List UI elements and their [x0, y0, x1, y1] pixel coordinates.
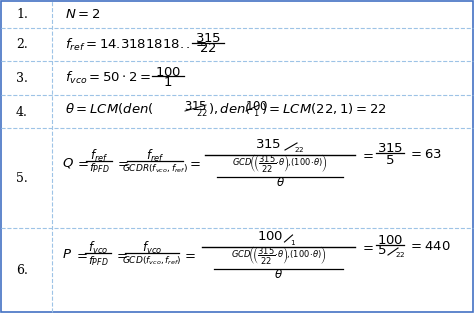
Text: $_{22}$: $_{22}$ [395, 250, 406, 260]
Text: $=$: $=$ [115, 156, 129, 170]
Text: $22$: $22$ [199, 42, 217, 54]
Text: 3.: 3. [16, 71, 28, 85]
Text: $_{22}$: $_{22}$ [196, 106, 208, 120]
Text: $)= LCM(22,1) = 22$: $)= LCM(22,1) = 22$ [261, 101, 387, 116]
Text: $5$: $5$ [385, 153, 395, 167]
Text: $100$: $100$ [257, 230, 283, 244]
Text: $f_{vco} = 50 \cdot 2 = $: $f_{vco} = 50 \cdot 2 = $ [65, 70, 151, 86]
Text: $f_{vco}$: $f_{vco}$ [142, 240, 162, 256]
Text: $= 440$: $= 440$ [408, 240, 451, 254]
Text: 6.: 6. [16, 264, 28, 276]
Text: 5.: 5. [16, 172, 28, 184]
Text: $315$: $315$ [195, 33, 221, 45]
Text: $315$: $315$ [377, 141, 403, 155]
Text: $f_{ref} = 14.3181818.. = $: $f_{ref} = 14.3181818.. = $ [65, 37, 207, 53]
Text: $_{22}$: $_{22}$ [294, 145, 305, 155]
Text: $1$: $1$ [164, 75, 173, 89]
Text: $f_{PFD}$: $f_{PFD}$ [89, 161, 109, 175]
Text: $_{1}$: $_{1}$ [253, 106, 260, 120]
Text: $f_{PFD}$: $f_{PFD}$ [88, 254, 109, 268]
Text: $f_{ref}$: $f_{ref}$ [146, 148, 164, 164]
Text: $5$: $5$ [377, 244, 387, 258]
Text: $P$: $P$ [62, 249, 72, 261]
Text: $=$: $=$ [114, 249, 128, 261]
Text: $\theta$: $\theta$ [275, 177, 284, 189]
Text: $100$: $100$ [155, 65, 181, 79]
Text: $),den($: $),den($ [208, 101, 251, 116]
Text: 4.: 4. [16, 105, 28, 119]
Text: $f_{vco}$: $f_{vco}$ [88, 240, 108, 256]
Text: $N = 2$: $N = 2$ [65, 8, 100, 20]
Text: 2.: 2. [16, 38, 28, 52]
Text: $GCDR(f_{vco},f_{ref})$: $GCDR(f_{vco},f_{ref})$ [122, 163, 188, 175]
Text: $=$: $=$ [75, 156, 89, 170]
Text: $\theta$: $\theta$ [274, 269, 283, 281]
Text: $_{1}$: $_{1}$ [291, 238, 297, 248]
Text: $100$: $100$ [245, 100, 269, 112]
Text: $=$: $=$ [182, 249, 196, 261]
Text: $=$: $=$ [187, 156, 201, 170]
Text: $GCD\!\left(\!\left(\dfrac{315}{22}\!\cdot\!\theta\right)\!,\!\left(100\!\cdot\!: $GCD\!\left(\!\left(\dfrac{315}{22}\!\cd… [232, 153, 328, 175]
Text: $Q$: $Q$ [62, 156, 74, 170]
Text: $=$: $=$ [74, 249, 88, 261]
Text: $100$: $100$ [377, 233, 403, 247]
Text: $GCD(f_{vco},f_{ref})$: $GCD(f_{vco},f_{ref})$ [122, 255, 182, 267]
Text: 1.: 1. [16, 8, 28, 20]
Text: $315$: $315$ [255, 138, 281, 151]
Text: $= 63$: $= 63$ [408, 148, 442, 162]
Text: $=$: $=$ [360, 240, 374, 254]
Text: $315$: $315$ [184, 100, 207, 112]
Text: $\theta = LCM(den($: $\theta = LCM(den($ [65, 101, 154, 116]
Text: $f_{ref}$: $f_{ref}$ [90, 148, 108, 164]
Text: $GCD\!\left(\!\left(\dfrac{315}{22}\!\cdot\!\theta\right)\!,\!\left(100\!\cdot\!: $GCD\!\left(\!\left(\dfrac{315}{22}\!\cd… [231, 245, 326, 267]
Text: $=$: $=$ [360, 148, 374, 162]
